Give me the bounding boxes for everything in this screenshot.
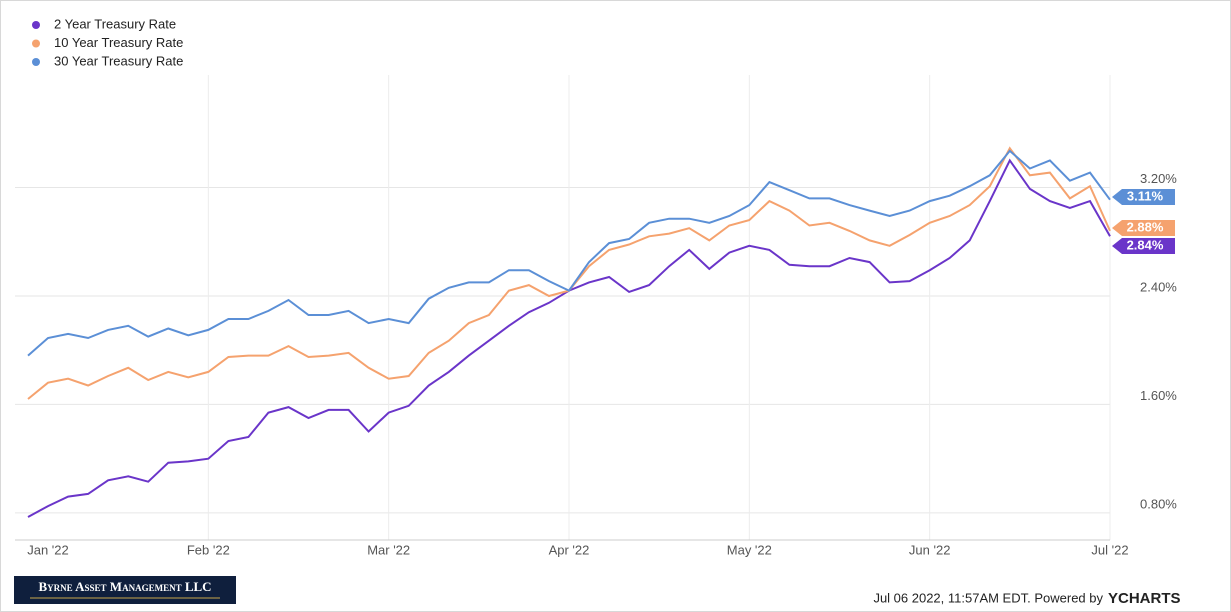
x-tick-label: Apr '22 xyxy=(549,542,590,557)
x-tick-label: Mar '22 xyxy=(367,542,410,557)
series-line xyxy=(27,149,1111,357)
x-tick-label: Jan '22 xyxy=(27,542,69,557)
logo: Byrne Asset Management LLC xyxy=(38,579,211,594)
end-tag xyxy=(1112,220,1175,236)
brand: YCHARTS xyxy=(1108,590,1181,607)
end-label: 2.88% xyxy=(1127,219,1164,234)
footer: Byrne Asset Management LLC Jul 06 2022, … xyxy=(14,576,1181,607)
x-tick-label: Feb '22 xyxy=(187,542,230,557)
legend-label: 2 Year Treasury Rate xyxy=(54,16,176,31)
y-tick-label: 1.60% xyxy=(1140,388,1177,403)
timestamp: Jul 06 2022, 11:57AM EDT. Powered by xyxy=(873,590,1103,605)
legend-label: 30 Year Treasury Rate xyxy=(54,53,183,68)
end-label: 3.11% xyxy=(1127,188,1164,203)
y-tick-label: 0.80% xyxy=(1140,496,1177,511)
legend-dot xyxy=(32,21,40,29)
legend-dot xyxy=(32,39,40,48)
y-tick-label: 2.40% xyxy=(1140,279,1177,294)
x-tick-label: Jun '22 xyxy=(909,542,951,557)
end-tag xyxy=(1112,238,1175,254)
legend-dot xyxy=(32,58,40,66)
y-tick-label: 3.20% xyxy=(1140,171,1177,186)
x-tick-label: Jul '22 xyxy=(1091,542,1128,557)
legend-label: 10 Year Treasury Rate xyxy=(54,35,183,50)
end-tag xyxy=(1112,189,1175,205)
end-label: 2.84% xyxy=(1127,237,1164,252)
logo-box xyxy=(14,576,236,604)
x-tick-label: May '22 xyxy=(727,542,772,557)
